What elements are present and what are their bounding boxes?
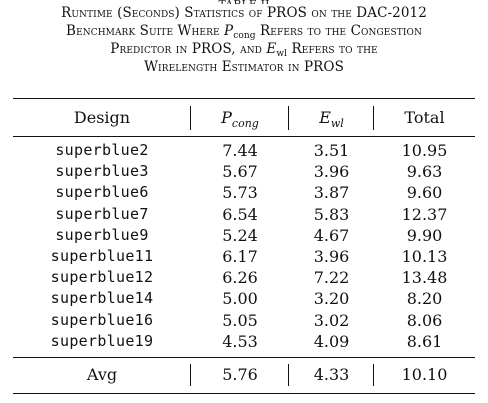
table-row: Avg 5.76 4.33 10.10 xyxy=(13,361,475,389)
caption-line-3-a: Predictor in PROS, and xyxy=(110,41,267,57)
ewl-cell: 7.22 xyxy=(313,268,350,288)
design-cell: superblue14 xyxy=(50,289,154,308)
pcong-cell: 5.73 xyxy=(222,183,258,203)
pcong-cell: 6.54 xyxy=(222,204,258,224)
table-average-row: Avg 5.76 4.33 10.10 xyxy=(13,361,475,389)
pcong-cell: 4.53 xyxy=(222,331,258,351)
ewl-cell: 3.02 xyxy=(313,310,350,330)
total-cell: 9.90 xyxy=(406,225,443,245)
table-header: Design Pcong Ewl Total xyxy=(13,103,475,133)
avg-total: 10.10 xyxy=(401,365,448,384)
total-cell: 8.06 xyxy=(406,310,443,330)
caption-pcong-subscript: cong xyxy=(233,31,256,41)
header-design: Design xyxy=(73,108,131,127)
avg-label: Avg xyxy=(86,365,118,384)
avg-divider-2 xyxy=(288,364,289,386)
table-row: superblue14 5.00 3.20 8.20 xyxy=(13,288,475,309)
table-row: superblue11 6.17 3.96 10.13 xyxy=(13,246,475,267)
ewl-cell: 3.96 xyxy=(313,162,350,182)
header-rule xyxy=(13,136,475,137)
table-row: superblue3 5.67 3.96 9.63 xyxy=(13,161,475,182)
avg-pcong: 5.76 xyxy=(222,365,258,384)
design-cell: superblue6 xyxy=(55,183,149,202)
caption-line-4: Wirelength Estimator in PROS xyxy=(144,59,344,75)
total-cell: 9.63 xyxy=(406,162,443,182)
pcong-cell: 6.17 xyxy=(222,247,258,267)
table-body: superblue2 7.44 3.51 10.95 superblue3 5.67 3.9… xyxy=(13,140,475,352)
header-pcong-subscript: cong xyxy=(231,117,259,130)
design-cell: superblue9 xyxy=(55,225,149,244)
caption-line-2-b: Refers to the Congestion xyxy=(255,23,422,39)
caption-line-3-b: Refers to the xyxy=(287,41,378,57)
total-cell: 9.60 xyxy=(406,183,443,203)
header-divider-2 xyxy=(288,106,289,130)
ewl-cell: 4.09 xyxy=(313,331,350,351)
header-ewl-subscript: wl xyxy=(330,117,344,130)
total-cell: 8.61 xyxy=(406,331,443,351)
table-row: superblue16 5.05 3.02 8.06 xyxy=(13,310,475,331)
avg-ewl: 4.33 xyxy=(313,365,350,384)
pcong-cell: 7.44 xyxy=(222,141,258,160)
table-row: superblue19 4.53 4.09 8.61 xyxy=(13,331,475,352)
avg-divider-1 xyxy=(190,364,191,386)
ewl-cell: 3.51 xyxy=(313,141,350,160)
design-cell: superblue12 xyxy=(50,268,154,287)
caption-line-2: Benchmark Suite Where Pcong Refers to th… xyxy=(0,22,488,41)
caption-pcong-symbol: P xyxy=(224,23,234,39)
design-cell: superblue19 xyxy=(50,331,154,350)
bottom-rule xyxy=(13,393,475,395)
pcong-cell: 5.00 xyxy=(222,289,258,309)
caption-line-3: Predictor in PROS, and Ewl Refers to the xyxy=(0,40,488,59)
ewl-cell: 4.67 xyxy=(313,225,350,245)
table-row: superblue12 6.26 7.22 13.48 xyxy=(13,267,475,288)
average-rule xyxy=(13,357,475,358)
pcong-cell: 5.05 xyxy=(222,310,258,330)
ewl-cell: 3.87 xyxy=(313,183,350,203)
table-row: superblue7 6.54 5.83 12.37 xyxy=(13,204,475,225)
design-cell: superblue7 xyxy=(55,204,149,223)
table-label: TABLE II xyxy=(0,0,488,4)
design-cell: superblue2 xyxy=(55,141,149,159)
header-divider-3 xyxy=(373,106,374,130)
caption-line-2-a: Benchmark Suite Where xyxy=(66,23,225,39)
caption-line-1: Runtime (Seconds) Statistics of PROS on … xyxy=(61,5,427,21)
total-cell: 10.95 xyxy=(401,141,448,160)
total-cell: 12.37 xyxy=(401,204,448,224)
header-ewl-symbol: E xyxy=(319,108,331,127)
avg-divider-3 xyxy=(373,364,374,386)
header-pcong: Pcong xyxy=(191,103,289,133)
pcong-cell: 6.26 xyxy=(222,268,258,288)
design-cell: superblue3 xyxy=(55,162,149,181)
design-cell: superblue11 xyxy=(50,247,154,266)
pcong-cell: 5.24 xyxy=(222,225,258,245)
caption-ewl-subscript: wl xyxy=(276,49,288,59)
header-ewl: Ewl xyxy=(289,103,374,133)
header-pcong-symbol: P xyxy=(221,108,232,127)
header-total: Total xyxy=(404,108,445,127)
top-rule xyxy=(13,98,475,100)
table-row: superblue6 5.73 3.87 9.60 xyxy=(13,182,475,203)
design-cell: superblue16 xyxy=(50,310,154,329)
total-cell: 10.13 xyxy=(401,247,448,267)
caption-ewl-symbol: E xyxy=(266,41,277,57)
pcong-cell: 5.67 xyxy=(222,162,258,182)
ewl-cell: 5.83 xyxy=(313,204,350,224)
ewl-cell: 3.20 xyxy=(313,289,350,309)
table-caption: TABLE II Runtime (Seconds) Statistics of… xyxy=(0,0,488,76)
total-cell: 8.20 xyxy=(406,289,443,309)
total-cell: 13.48 xyxy=(401,268,448,288)
table-row: superblue2 7.44 3.51 10.95 xyxy=(13,140,475,161)
table-row: superblue9 5.24 4.67 9.90 xyxy=(13,225,475,246)
header-divider-1 xyxy=(190,106,191,130)
ewl-cell: 3.96 xyxy=(313,247,350,267)
